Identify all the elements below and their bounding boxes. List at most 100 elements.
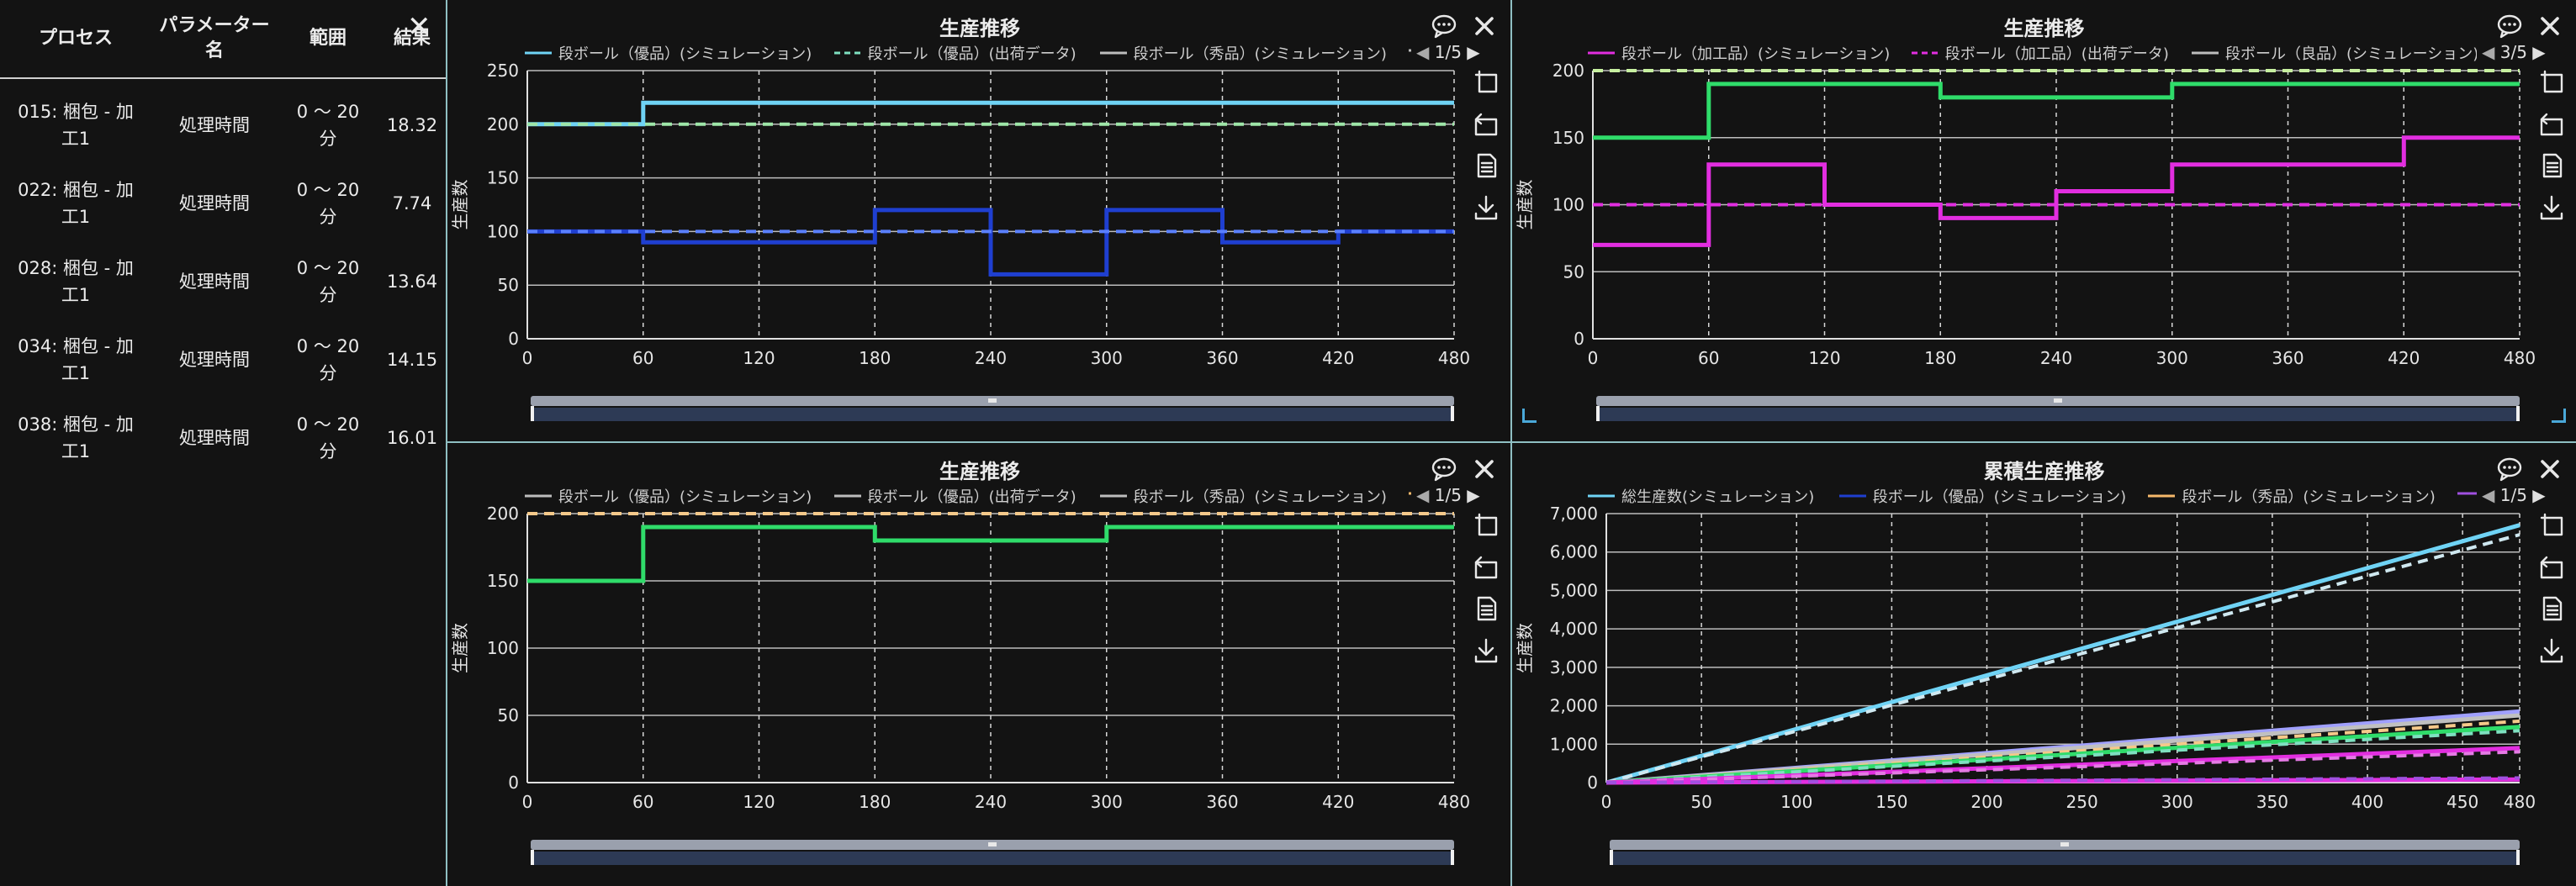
x-tick-label: 300 (2161, 792, 2193, 812)
x-tick-label: 480 (1438, 348, 1470, 368)
close-icon[interactable] (1470, 455, 1499, 487)
legend-pager[interactable]: ◀ 1/5 ▶ (1411, 42, 1480, 62)
legend-label: 段ボール（秀品）(シミュレーション) (1133, 45, 1387, 63)
pager-next-icon[interactable]: ▶ (2526, 485, 2546, 505)
comment-icon[interactable] (1430, 12, 1458, 44)
legend-item[interactable]: 段ボール（優品）(出荷データ) (833, 485, 1076, 507)
rotate-icon[interactable] (1472, 109, 1500, 141)
close-icon[interactable]: ✕ (407, 10, 431, 44)
copy-icon[interactable] (1472, 510, 1500, 542)
document-icon[interactable] (2537, 594, 2566, 626)
legend-item[interactable]: 段ボール（優品）(シミュレーション) (1838, 485, 2126, 507)
chart-plot: 0 50 100 150 200 250 0 60 120 180 240 300 360 420 480 生… (450, 61, 1470, 368)
document-icon[interactable] (1472, 594, 1500, 626)
zoom-handle-left[interactable] (1596, 406, 1600, 421)
chart-plot: 0 50 100 150 200 0 60 120 180 240 300 360 420 480 生産数 (1515, 61, 2536, 368)
zoom-handle-right[interactable] (2516, 850, 2520, 865)
zoom-slider-grip[interactable] (2054, 398, 2062, 403)
zoom-slider[interactable] (1596, 396, 2520, 421)
zoom-handle-left[interactable] (1610, 850, 1613, 865)
pager-next-icon[interactable]: ▶ (1461, 485, 1480, 505)
horizontal-divider (447, 441, 2576, 443)
legend-item[interactable]: 段ボール（良品）(シミュレーション) (2190, 42, 2478, 64)
pager-prev-icon[interactable]: ◀ (2482, 485, 2500, 505)
series-line (1605, 776, 2520, 784)
legend-item[interactable]: 段ボール（優品）(シミュレーション) (523, 485, 812, 507)
x-tick-label: 240 (975, 348, 1007, 368)
legend-pager[interactable]: ◀ 3/5 ▶ (2477, 42, 2546, 62)
legend-label: 段ボール（優品）(シミュレーション) (1872, 488, 2127, 506)
row-range: 0 ～ 20 分 (296, 414, 360, 461)
series-line (1605, 777, 2520, 785)
y-tick-label: 250 (487, 61, 519, 81)
close-icon[interactable] (1470, 12, 1499, 44)
x-tick-label: 150 (1875, 792, 1907, 812)
legend-item[interactable]: 段ボール（秀品）(シミュレーション) (1098, 485, 1387, 507)
legend-pager[interactable]: ◀ 1/5 ▶ (1411, 485, 1480, 505)
zoom-slider[interactable] (531, 396, 1454, 421)
pager-next-icon[interactable]: ▶ (1461, 42, 1480, 62)
zoom-handle-right[interactable] (2516, 406, 2520, 421)
zoom-handle-left[interactable] (531, 406, 534, 421)
pager-prev-icon[interactable]: ◀ (1416, 42, 1435, 62)
zoom-handle-right[interactable] (1451, 406, 1454, 421)
download-icon[interactable] (2537, 193, 2566, 225)
legend-pager[interactable]: ◀ 1/5 ▶ (2477, 485, 2546, 505)
copy-icon[interactable] (2537, 510, 2566, 542)
x-tick-label: 300 (1091, 792, 1123, 812)
zoom-handle-right[interactable] (1451, 850, 1454, 865)
rotate-icon[interactable] (2537, 552, 2566, 584)
y-tick-label: 0 (1574, 329, 1584, 349)
series-line (1605, 729, 2520, 784)
series-line (527, 100, 1454, 127)
download-icon[interactable] (1472, 636, 1500, 668)
row-parameter: 処理時間 (179, 271, 250, 292)
legend-item[interactable]: 段ボール（優品）(出荷データ) (833, 42, 1076, 64)
zoom-slider-grip[interactable] (2060, 842, 2069, 846)
row-parameter: 処理時間 (179, 427, 250, 448)
y-tick-label: 200 (1552, 61, 1584, 81)
pager-prev-icon[interactable]: ◀ (1416, 485, 1435, 505)
close-icon[interactable] (2536, 12, 2564, 44)
download-icon[interactable] (2537, 636, 2566, 668)
y-tick-label: 200 (487, 114, 519, 134)
legend-item[interactable]: 段ボール（加工品）(シミュレーション) (1586, 42, 1890, 64)
zoom-slider-track (1596, 396, 2520, 406)
legend-label: 段ボール（優品）(出荷データ) (867, 45, 1076, 63)
comment-icon[interactable] (2495, 12, 2524, 44)
zoom-slider[interactable] (531, 840, 1454, 865)
y-tick-label: 150 (487, 571, 519, 591)
pager-prev-icon[interactable]: ◀ (2482, 42, 2500, 62)
comment-icon[interactable] (2495, 455, 2524, 487)
close-icon[interactable] (2536, 455, 2564, 487)
comment-icon[interactable] (1430, 455, 1458, 487)
series-line (527, 208, 1454, 277)
series-line (1605, 750, 2520, 784)
x-tick-label: 120 (743, 348, 775, 368)
zoom-slider-grip[interactable] (988, 842, 997, 846)
document-icon[interactable] (2537, 151, 2566, 183)
pager-next-icon[interactable]: ▶ (2526, 42, 2546, 62)
zoom-slider[interactable] (1610, 840, 2520, 865)
table-header: プロセス パラメーター名 範囲 結果 (0, 0, 446, 79)
zoom-handle-left[interactable] (531, 850, 534, 865)
legend-swatch (1838, 494, 1866, 498)
x-tick-label: 120 (743, 792, 775, 812)
row-range: 0 ～ 20 分 (296, 257, 360, 305)
chart-panel-3: 0 50 100 150 200 0 60 120 180 240 300 360 420 480 生産数 生… (449, 443, 1510, 886)
legend-item[interactable]: 段ボール（秀品）(シミュレーション) (1098, 42, 1387, 64)
legend-item[interactable]: 段ボール（加工品）(出荷データ) (1910, 42, 2169, 64)
document-icon[interactable] (1472, 151, 1500, 183)
y-tick-label: 50 (498, 705, 519, 725)
download-icon[interactable] (1472, 193, 1500, 225)
chart-legend: 総生産数(シミュレーション) 段ボール（優品）(シミュレーション) 段ボール（秀品）… (1586, 485, 2559, 507)
legend-item[interactable]: 段ボール（秀品）(シミュレーション) (2146, 485, 2436, 507)
rotate-icon[interactable] (1472, 552, 1500, 584)
legend-item[interactable]: 総生産数(シミュレーション) (1586, 485, 1814, 507)
legend-item[interactable]: 段ボール（優品）(シミュレーション) (523, 42, 812, 64)
rotate-icon[interactable] (2537, 109, 2566, 141)
series-line (527, 525, 1454, 583)
copy-icon[interactable] (2537, 67, 2566, 99)
zoom-slider-grip[interactable] (988, 398, 997, 403)
copy-icon[interactable] (1472, 67, 1500, 99)
